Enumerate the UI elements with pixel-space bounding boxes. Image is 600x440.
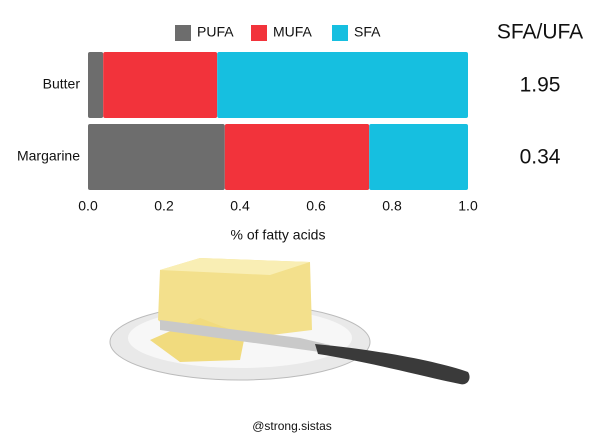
ratio-title: SFA/UFA xyxy=(497,21,583,44)
credit: @strong.sistas xyxy=(252,419,332,433)
legend-swatch xyxy=(251,25,267,41)
x-axis-label: % of fatty acids xyxy=(231,227,326,243)
bar-segment xyxy=(88,124,225,190)
butter-illustration xyxy=(109,258,470,385)
x-tick-label: 0.6 xyxy=(306,198,326,214)
ratio-value: 0.34 xyxy=(520,146,561,169)
ratio-value: 1.95 xyxy=(520,74,561,97)
y-tick-label: Butter xyxy=(43,76,81,92)
bar-segment xyxy=(88,52,104,118)
bar-segment xyxy=(103,52,218,118)
legend-label: MUFA xyxy=(273,24,313,40)
x-tick-label: 0.4 xyxy=(230,198,250,214)
x-tick-label: 0.8 xyxy=(382,198,402,214)
bar-segment xyxy=(224,124,370,190)
legend-swatch xyxy=(175,25,191,41)
bar-segment xyxy=(217,52,468,118)
bar-segment xyxy=(369,124,468,190)
x-tick-label: 1.0 xyxy=(458,198,478,214)
legend-label: SFA xyxy=(354,24,381,40)
x-tick-label: 0.0 xyxy=(78,198,98,214)
x-tick-label: 0.2 xyxy=(154,198,174,214)
legend-swatch xyxy=(332,25,348,41)
y-tick-label: Margarine xyxy=(17,148,80,164)
legend-label: PUFA xyxy=(197,24,234,40)
